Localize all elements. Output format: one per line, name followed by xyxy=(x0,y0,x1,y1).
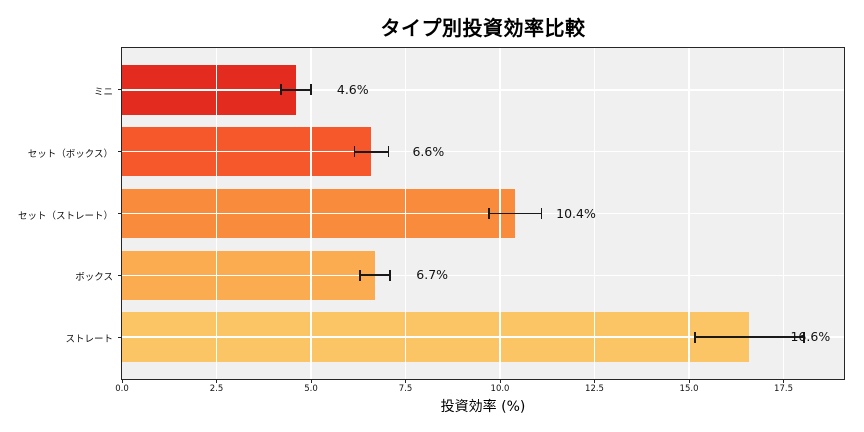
x-tick-5 xyxy=(594,379,595,383)
error-bar-cap-left-4 xyxy=(693,331,696,343)
error-bar-cap-right-2 xyxy=(540,208,543,219)
error-bar-line-4 xyxy=(694,336,805,339)
error-bar-cap-left-2 xyxy=(487,208,490,219)
x-tick-3 xyxy=(405,379,406,383)
value-label-1: 6.6% xyxy=(412,143,445,159)
x-tick-1 xyxy=(216,379,217,383)
y-tick-0 xyxy=(117,89,122,91)
x-tick-4 xyxy=(499,379,501,383)
value-label-2: 10.4% xyxy=(556,205,596,221)
error-bar-cap-right-0 xyxy=(310,84,312,96)
x-tick-label-0: 0.0 xyxy=(115,384,129,394)
x-tick-0 xyxy=(121,379,123,383)
error-bar-cap-right-4 xyxy=(803,331,806,343)
error-bar-line-2 xyxy=(488,212,542,215)
x-tick-label-6: 15.0 xyxy=(679,384,699,394)
y-tick-label-0: ミニ xyxy=(93,86,113,98)
plot-area: 4.6% 6.6% 10.4% 6.7% 16.6% xyxy=(122,48,844,379)
x-tick-7 xyxy=(783,379,785,383)
error-bar-cap-left-1 xyxy=(353,146,356,158)
x-axis-label: 投資効率 (%) xyxy=(440,399,526,415)
value-label-4: 16.6% xyxy=(790,329,831,345)
value-label-3: 6.7% xyxy=(416,267,449,283)
error-bar-cap-left-0 xyxy=(279,84,282,96)
error-bar-line-1 xyxy=(354,150,389,153)
x-tick-label-3: 7.5 xyxy=(398,384,413,394)
y-tick-label-2: セット（ストレート） xyxy=(17,210,113,222)
error-bar-cap-right-3 xyxy=(389,269,392,281)
chart-title: タイプ別投資効率比較 xyxy=(380,16,586,40)
x-tick-label-1: 2.5 xyxy=(209,384,224,394)
grid-line-y-2 xyxy=(122,212,844,215)
y-tick-1 xyxy=(117,151,122,153)
error-bar-line-0 xyxy=(280,88,311,91)
grid-line-y-1 xyxy=(122,150,844,153)
y-tick-3 xyxy=(117,274,122,276)
y-tick-4 xyxy=(117,336,122,338)
x-tick-label-7: 17.5 xyxy=(774,384,793,394)
grid-line-y-0 xyxy=(122,89,844,91)
y-tick-label-1: セット（ボックス） xyxy=(27,148,113,160)
y-tick-label-3: ボックス xyxy=(75,272,113,284)
error-bar-line-3 xyxy=(360,274,391,277)
x-tick-label-2: 5.0 xyxy=(304,384,318,394)
grid-line-y-3 xyxy=(122,274,844,277)
x-tick-2 xyxy=(310,379,312,383)
x-tick-label-4: 10.0 xyxy=(490,384,510,394)
y-tick-label-4: ストレート xyxy=(65,334,113,346)
error-bar-cap-right-1 xyxy=(387,146,390,158)
error-bar-cap-left-3 xyxy=(359,269,362,281)
x-tick-label-5: 12.5 xyxy=(585,384,604,394)
x-tick-6 xyxy=(688,379,690,383)
y-tick-2 xyxy=(117,213,122,214)
grid-line-y-4 xyxy=(122,336,844,338)
value-label-0: 4.6% xyxy=(336,81,369,97)
